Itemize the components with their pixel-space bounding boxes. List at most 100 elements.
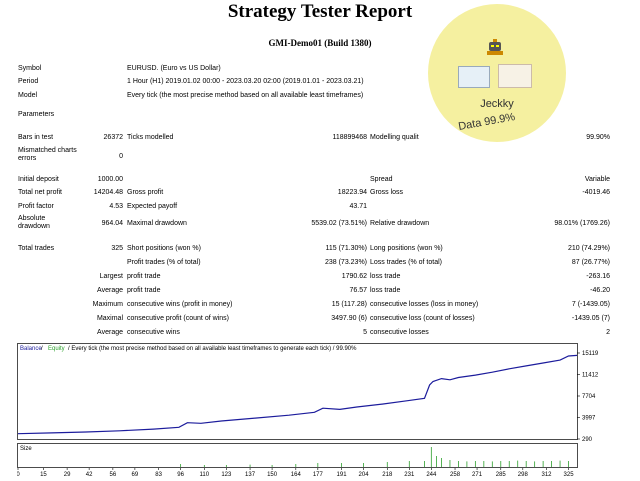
ptrades-label: Profit trades (% of total) (127, 259, 201, 266)
period-row: Period 1 Hour (H1) 2019.01.02 00:00 - 20… (0, 77, 640, 87)
deposit-row: Initial deposit 1000.00 Spread Variable (0, 175, 640, 185)
x-tick-label: 191 (337, 472, 348, 478)
report-subtitle: GMI-Demo01 (Build 1380) (268, 38, 372, 48)
x-tick-label: 271 (472, 472, 483, 478)
mismatch-label-1: Mismatched charts (18, 147, 77, 154)
x-tick-label: 258 (450, 472, 461, 478)
x-tick-label: 110 (200, 472, 210, 478)
mismatch-label-2: errors (18, 155, 37, 162)
deposit-label: Initial deposit (18, 176, 59, 183)
avg-wins-label: consecutive wins (127, 329, 180, 336)
ptrades-value: 238 (73.23%) (324, 259, 367, 266)
ltrades-label: Loss trades (% of total) (370, 259, 442, 266)
ltrades-value: 87 (26.77%) (571, 259, 610, 266)
parameters-label: Parameters (18, 111, 55, 118)
average-label: Average (97, 287, 123, 294)
x-tick-label: 177 (313, 472, 324, 478)
reldd-value: 98.01% (1769.26) (554, 220, 610, 227)
x-tick-label: 312 (542, 472, 553, 478)
avg-losses-label: consecutive losses (370, 329, 429, 336)
x-tick-label: 123 (221, 472, 232, 478)
bars-value: 26372 (103, 134, 123, 141)
x-tick-label: 218 (382, 472, 393, 478)
net-value: 14204.48 (93, 189, 123, 196)
reldd-label: Relative drawdown (370, 220, 430, 227)
quality-value: 99.90% (586, 134, 610, 141)
x-tick-label: 15 (40, 472, 47, 478)
maximal-row: Maximal consecutive profit (count of win… (0, 314, 640, 324)
max-wins-value: 15 (117.28) (331, 301, 367, 308)
avg-cons-row: Average consecutive wins 5 consecutive l… (0, 328, 640, 338)
symbol-value: EURUSD. (Euro vs US Dollar) (127, 65, 221, 72)
average-row: Average profit trade 76.57 loss trade -4… (0, 286, 640, 296)
x-tick-label: 285 (496, 472, 507, 478)
legend-sep: / (41, 346, 43, 352)
gross-profit-label: Gross profit (127, 189, 164, 196)
trades-row: Total trades 325 Short positions (won %)… (0, 244, 640, 254)
certificate-image (458, 66, 490, 88)
short-label: Short positions (won %) (127, 245, 201, 252)
avg-cons-label: Average (97, 329, 123, 336)
x-tick-label: 69 (132, 472, 139, 478)
x-tick-label: 325 (564, 472, 575, 478)
average-profit-label: profit trade (127, 287, 161, 294)
gross-loss-value: -4019.46 (582, 189, 610, 196)
x-tick-label: 83 (155, 472, 162, 478)
y-tick-label: 15119 (582, 351, 599, 357)
pf-label: Profit factor (18, 203, 54, 210)
pf-value: 4.53 (109, 203, 123, 210)
long-value: 210 (74.29%) (567, 245, 610, 252)
x-tick-label: 56 (110, 472, 117, 478)
pf-row: Profit factor 4.53 Expected payoff 43.71 (0, 202, 640, 212)
legend-equity: Equity (48, 346, 65, 352)
maximal-profit-value: 3497.90 (6) (331, 315, 367, 322)
largest-profit-value: 1790.62 (341, 273, 367, 280)
net-row: Total net profit 14204.48 Gross profit 1… (0, 188, 640, 198)
y-tick-label: 11412 (582, 373, 599, 379)
avg-losses-value: 2 (606, 329, 610, 336)
balance-line (17, 354, 578, 435)
period-value: 1 Hour (H1) 2019.01.02 00:00 - 2023.03.2… (127, 78, 364, 85)
quality-label: Modelling qualit (370, 134, 419, 141)
largest-loss-label: loss trade (370, 273, 401, 280)
maximal-loss-label: consecutive loss (count of losses) (370, 315, 475, 322)
model-value: Every tick (the most precise method base… (127, 92, 364, 99)
y-tick-label: 7704 (582, 394, 596, 400)
ticks-label: Ticks modelled (127, 134, 174, 141)
maxdd-label: Maximal drawdown (127, 220, 187, 227)
gross-loss-label: Gross loss (370, 189, 404, 196)
x-tick-label: 244 (426, 472, 437, 478)
long-label: Long positions (won %) (370, 245, 443, 252)
absdd-label: Absolute drawdown (18, 215, 50, 231)
absdd-label-1: Absolute (18, 215, 46, 222)
certificate-image (498, 64, 532, 88)
bars-label: Bars in test (18, 134, 54, 141)
x-tick-label: 231 (404, 472, 415, 478)
gross-profit-value: 18223.94 (337, 189, 367, 196)
y-tick-label: 3997 (582, 416, 596, 422)
largest-row: Largest profit trade 1790.62 loss trade … (0, 272, 640, 282)
ticks-value: 118899468 (332, 134, 367, 141)
model-label: Model (18, 92, 38, 99)
maximum-label: Maximum (92, 301, 123, 308)
y-tick-label: 290 (582, 437, 593, 443)
deposit-value: 1000.00 (97, 176, 123, 183)
bars-row: Bars in test 26372 Ticks modelled 118899… (0, 133, 640, 143)
payoff-value: 43.71 (349, 203, 367, 210)
maximum-row: Maximum consecutive wins (profit in mone… (0, 300, 640, 310)
drawdown-row: Absolute drawdown 964.04 Maximal drawdow… (0, 215, 640, 233)
badge-name: Jeckky (480, 98, 514, 110)
short-value: 115 (71.30%) (325, 245, 367, 252)
avg-wins-value: 5 (363, 329, 367, 336)
jeckky-badge: Jeckky Data 99.9% (428, 4, 566, 142)
x-tick-label: 137 (245, 472, 256, 478)
maximal-label: Maximal (96, 315, 123, 322)
x-tick-label: 42 (86, 472, 93, 478)
symbol-label: Symbol (18, 65, 42, 72)
average-loss-value: -46.20 (590, 287, 610, 294)
maximal-loss-value: -1439.05 (7) (571, 315, 610, 322)
max-losses-value: 7 (-1439.05) (571, 301, 610, 308)
period-label: Period (18, 78, 39, 85)
x-tick-label: 29 (64, 472, 71, 478)
size-label: Size (20, 446, 32, 452)
